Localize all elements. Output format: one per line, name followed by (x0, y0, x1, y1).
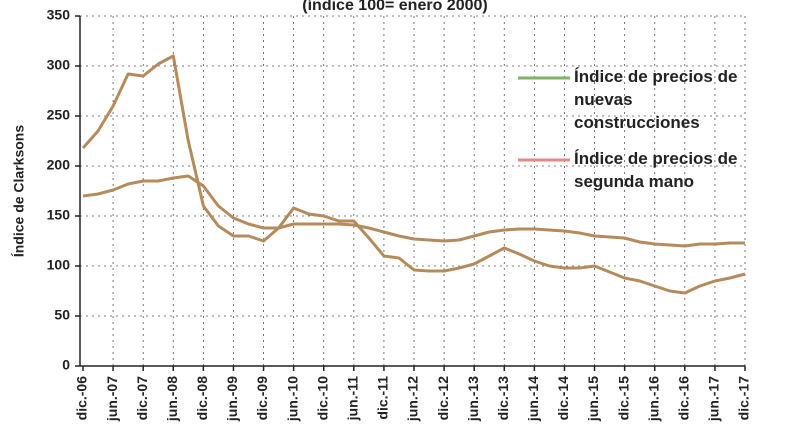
x-tick-label: jun.-16 (645, 376, 661, 422)
legend-label: Índice de precios de segunda mano (574, 149, 737, 191)
x-tick-label: dic.-17 (736, 376, 752, 421)
y-axis-label: Índice de Clarksons (11, 125, 27, 257)
series-line (82, 174, 745, 248)
y-tick-label: 300 (47, 57, 71, 73)
x-tick-label: dic.-08 (194, 376, 210, 421)
series-line (81, 54, 746, 295)
x-tick-label: jun.-07 (104, 376, 120, 422)
x-tick-label: jun.-13 (465, 376, 481, 422)
y-tick-label: 200 (47, 157, 71, 173)
x-tick-label: jun.-10 (284, 376, 300, 422)
x-tick-label: dic.-15 (615, 376, 631, 421)
y-tick-label: 50 (54, 307, 70, 323)
y-tick-label: 100 (47, 257, 71, 273)
x-tick-label: jun.-11 (345, 376, 361, 422)
x-tick-label: jun.-17 (706, 376, 722, 422)
x-tick-label: dic.-10 (314, 376, 330, 421)
x-tick-label: dic.-13 (495, 376, 511, 421)
chart-title: (índice 100= enero 2000) (302, 0, 487, 14)
x-tick-label: jun.-14 (525, 376, 541, 422)
x-tick-label: jun.-08 (164, 376, 180, 422)
x-tick-label: dic.-11 (375, 376, 391, 420)
y-tick-label: 350 (47, 7, 71, 23)
x-tick-label: dic.-14 (555, 376, 571, 421)
y-tick-label: 250 (47, 107, 71, 123)
x-tick-label: dic.-06 (74, 376, 90, 421)
x-tick-label: dic.-07 (134, 376, 150, 421)
y-tick-label: 0 (62, 357, 70, 373)
x-tick-label: jun.-12 (405, 376, 421, 422)
x-tick-label: jun.-09 (224, 376, 240, 422)
x-tick-label: jun.-15 (585, 376, 601, 422)
x-tick-label: dic.-16 (676, 376, 692, 421)
x-tick-label: dic.-12 (435, 376, 451, 421)
y-tick-label: 150 (47, 207, 71, 223)
x-tick-label: dic.-09 (254, 376, 270, 421)
legend-label: Índice de precios de nuevas construcciones (574, 67, 737, 132)
